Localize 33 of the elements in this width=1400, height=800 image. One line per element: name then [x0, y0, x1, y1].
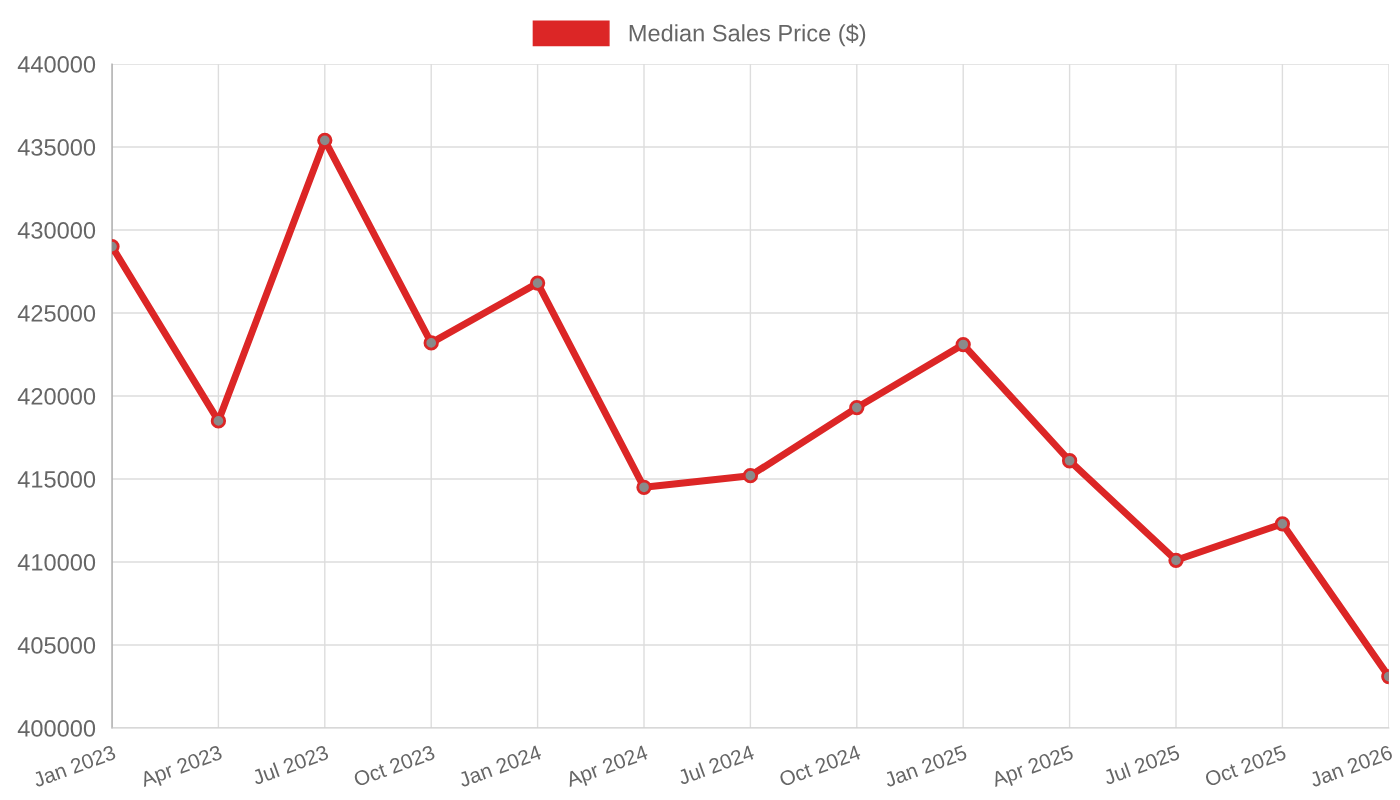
- legend-label: Median Sales Price ($): [629, 23, 866, 47]
- point: [955, 336, 971, 353]
- point: [529, 275, 546, 291]
- y-tick-label: 435000: [17, 139, 96, 156]
- x-tick-label: Jan 2023: [31, 744, 117, 788]
- point: [423, 335, 439, 351]
- x-tick-label: Jan 2025: [883, 744, 968, 788]
- y-tick-label: 440000: [17, 56, 96, 73]
- x-tick-label: Jan 2026: [1308, 744, 1394, 788]
- x-tick-label: Apr 2024: [564, 744, 651, 792]
- y-tick-label: 430000: [17, 222, 96, 239]
- y-tick-label: 415000: [17, 471, 96, 488]
- x-tick-label: Apr 2025: [990, 744, 1076, 792]
- x-tick-label: Oct 2025: [1204, 744, 1287, 787]
- y-tick-label: 425000: [17, 305, 96, 322]
- x-tick-label: Oct 2023: [352, 744, 436, 787]
- y-tick-label: 420000: [17, 388, 96, 405]
- y-tick-label: 410000: [17, 554, 96, 571]
- y-tick-label: 400000: [17, 720, 96, 737]
- x-tick-label: Jul 2023: [251, 744, 330, 786]
- point: [849, 399, 865, 416]
- point: [1274, 516, 1291, 532]
- x-tick-label: Apr 2023: [139, 744, 225, 792]
- x-tick-label: Jul 2025: [1102, 744, 1181, 786]
- point: [742, 468, 759, 484]
- point: [1061, 453, 1078, 469]
- x-tick-label: Oct 2024: [778, 744, 862, 787]
- x-tick-label: Jul 2024: [676, 744, 756, 786]
- y-tick-label: 405000: [17, 637, 96, 654]
- point: [636, 479, 652, 495]
- point: [1168, 552, 1184, 568]
- point: [317, 132, 333, 148]
- x-tick-label: Jan 2024: [457, 744, 543, 788]
